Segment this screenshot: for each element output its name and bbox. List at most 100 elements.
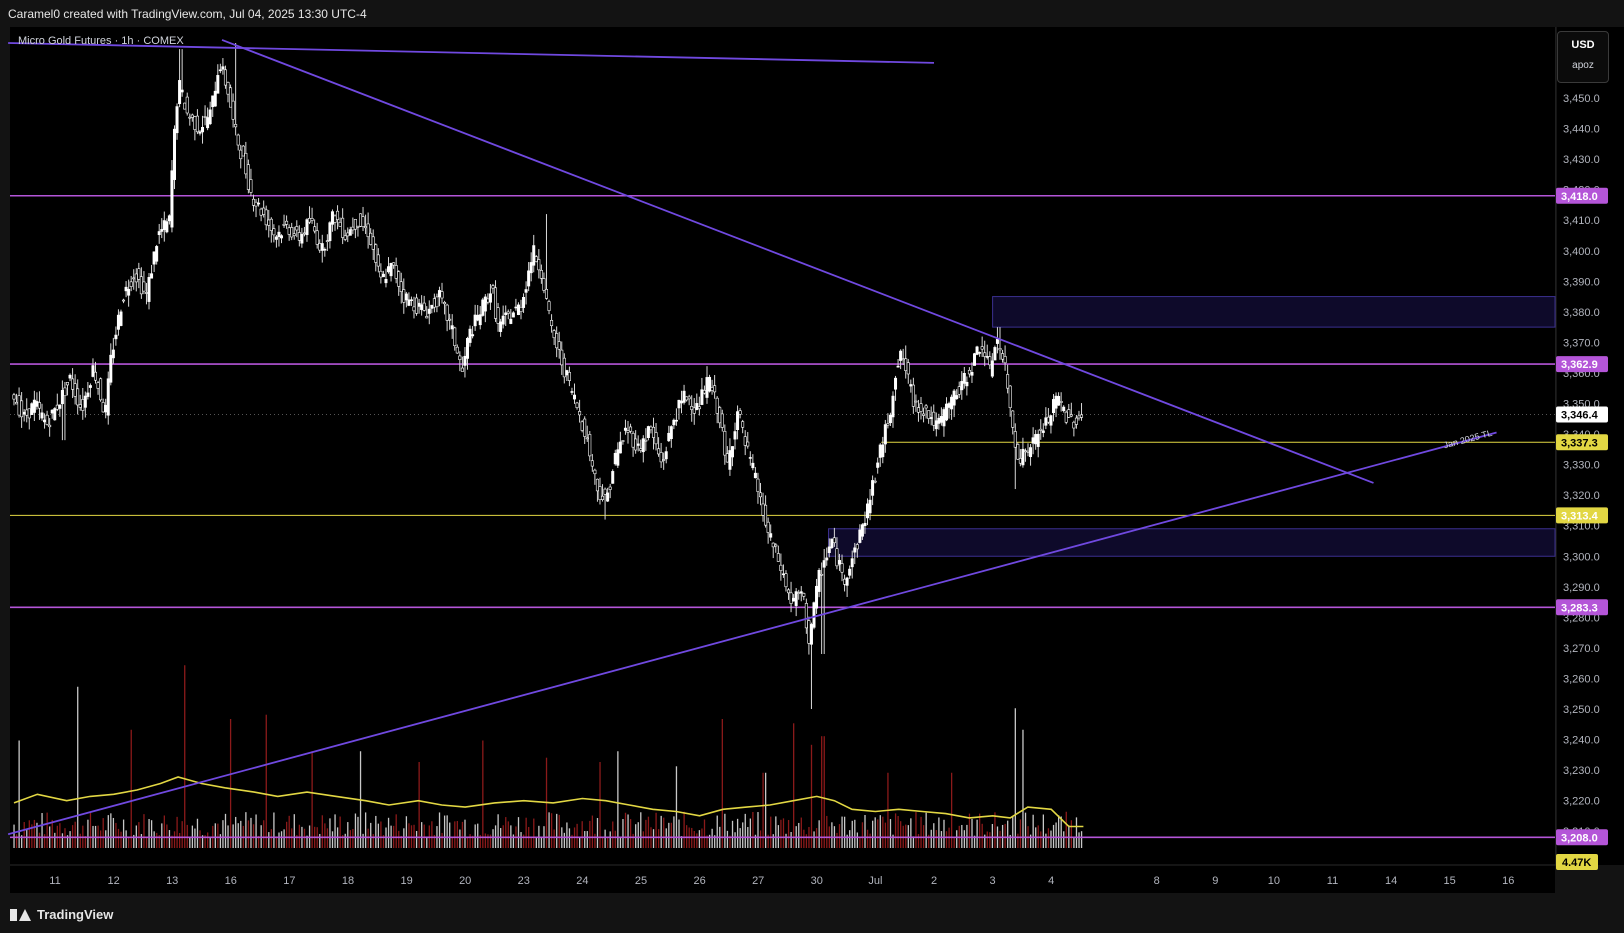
trendline[interactable]: [7, 431, 1497, 836]
volume-bar: [477, 823, 479, 848]
currency-box[interactable]: USD apoz: [1557, 31, 1609, 83]
candle-body: [361, 216, 365, 227]
volume-bar: [522, 834, 525, 848]
volume-bar: [1004, 823, 1006, 848]
candle-body: [1054, 395, 1058, 409]
time-tick-label: 25: [635, 875, 647, 887]
volume-bar: [293, 814, 295, 848]
candle-body: [537, 259, 541, 271]
candle-body: [1021, 448, 1025, 466]
candle-body: [374, 244, 378, 263]
candle-body: [157, 231, 161, 236]
time-tick-label: 23: [518, 875, 530, 887]
volume-bar: [979, 813, 981, 848]
candle-body: [129, 281, 133, 287]
volume-bar: [596, 817, 599, 848]
volume-bar: [540, 836, 543, 848]
volume-bar: [255, 814, 257, 848]
candle-body: [269, 218, 273, 231]
candle-body: [409, 299, 413, 302]
volume-bar: [589, 820, 591, 848]
supply-demand-zone[interactable]: [828, 528, 1556, 557]
trendline[interactable]: [8, 42, 935, 64]
volume-bar: [657, 829, 660, 848]
time-axis[interactable]: [10, 865, 1555, 893]
candle-body: [101, 402, 105, 413]
price-chart[interactable]: Jan 2025 TL3,210.03,220.03,230.03,240.03…: [0, 0, 1624, 893]
candle-body: [662, 459, 666, 461]
candle-body: [195, 115, 199, 133]
level-price-tag: 3,418.0: [1561, 191, 1598, 203]
candle-body: [853, 547, 857, 553]
volume-bar: [548, 812, 550, 848]
candle-body: [873, 480, 877, 483]
time-tick-label: 18: [342, 875, 354, 887]
chart-pane[interactable]: [10, 27, 1555, 865]
volume-bar: [698, 830, 701, 848]
volume-bar: [1014, 708, 1016, 848]
volume-bar: [999, 830, 1001, 848]
candle-body: [715, 397, 719, 414]
candle-body: [820, 573, 824, 576]
volume-bar: [925, 812, 927, 848]
volume-bar: [163, 815, 166, 848]
candle-body: [914, 400, 918, 403]
volume-bar: [517, 817, 520, 848]
candle-body: [573, 394, 577, 400]
candle-body: [463, 355, 467, 366]
volume-bar: [454, 821, 456, 848]
candle-body: [119, 311, 123, 326]
brand-label: TradingView: [37, 907, 114, 922]
candle-body: [1039, 428, 1043, 431]
volume-bar: [459, 829, 461, 848]
candle-body: [975, 346, 979, 355]
candle-body: [858, 529, 862, 543]
volume-bar: [479, 834, 481, 848]
volume-bar: [744, 813, 746, 848]
tradingview-brand[interactable]: TradingView: [10, 907, 113, 922]
candle-body: [295, 226, 299, 231]
candle-body: [1046, 416, 1050, 423]
supply-demand-zone[interactable]: [992, 296, 1556, 328]
candle-body: [919, 403, 923, 412]
candle-body: [328, 222, 332, 242]
volume-bar: [782, 818, 785, 848]
volume-bar: [851, 820, 853, 848]
candle-body: [616, 449, 620, 466]
candle-body: [453, 327, 457, 347]
candle-body: [190, 114, 194, 118]
candle-body: [432, 298, 436, 308]
candle-body: [504, 312, 508, 315]
volume-bar: [184, 665, 186, 848]
symbol-legend[interactable]: Micro Gold Futures · 1h · COMEX: [18, 35, 184, 47]
candle-body: [302, 232, 306, 235]
volume-bar: [668, 822, 670, 848]
candle-body: [601, 495, 605, 500]
candle-body: [957, 386, 961, 395]
volume-bar: [655, 812, 657, 848]
candle-body: [769, 533, 773, 538]
trendline[interactable]: [221, 39, 1374, 484]
candle-body: [695, 403, 699, 410]
bottom-bar: [0, 893, 1624, 933]
candle-body: [618, 441, 622, 454]
candle-body: [58, 404, 62, 409]
volume-bar: [609, 831, 611, 848]
volume-bar: [576, 823, 578, 848]
price-tick-label: 3,310.0: [1563, 521, 1600, 533]
currency-sub-label: apoz: [1572, 60, 1594, 71]
candle-body: [725, 453, 729, 463]
volume-bar: [584, 831, 586, 848]
candle-body: [654, 432, 658, 445]
volume-bar: [176, 816, 178, 848]
volume-bar: [133, 834, 135, 848]
candle-body: [25, 409, 29, 416]
candle-body: [843, 578, 847, 585]
candle-body: [435, 296, 439, 308]
candle-body: [929, 417, 933, 419]
volume-bar: [194, 828, 196, 848]
volume-bar: [935, 830, 937, 848]
candle-body: [1074, 417, 1078, 425]
candle-body: [817, 570, 821, 592]
candle-body: [415, 297, 419, 314]
